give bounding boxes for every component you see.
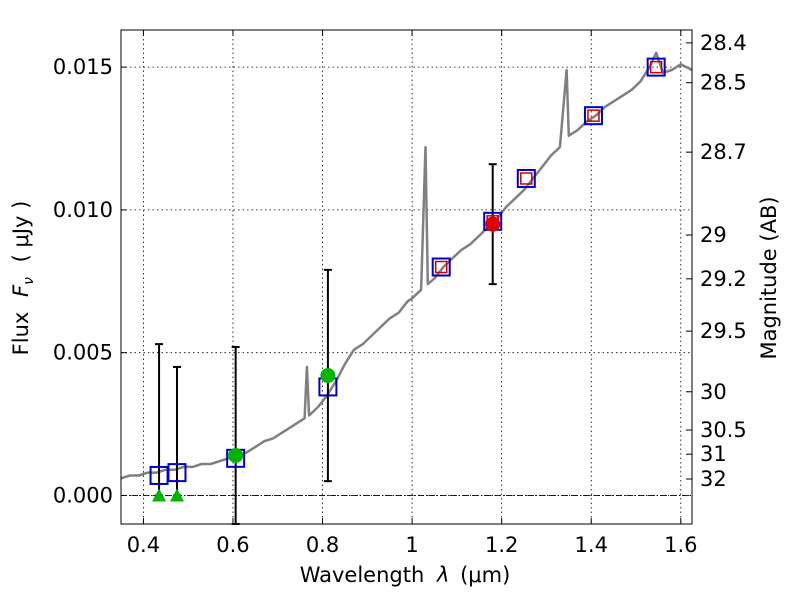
y-axis-title-unit: ( μJy ) [9,201,33,263]
photometry-point [228,447,244,463]
photometry-point [320,368,336,384]
model-box [646,57,666,77]
mag-tick-label: 31 [700,442,727,466]
model-box [167,463,187,483]
y-axis-title-subscript: ν [21,277,37,285]
model-box-inner [587,109,600,122]
photometry-points [152,216,501,502]
x-tick-label: 0.4 [127,533,160,557]
y2-axis-title: Magnitude (AB) [757,196,781,359]
model-boxes [149,57,666,485]
mag-tick-label: 28.5 [700,71,747,95]
y-axis-title-prefix: Flux [9,312,33,356]
x-tick-label: 1.2 [485,533,518,557]
mag-tick-label: 30 [700,380,727,404]
upper-limit-triangle [152,488,167,502]
x-tick-label: 1 [405,533,418,557]
x-tick-label: 0.6 [216,533,249,557]
mag-tick-label: 28.7 [700,140,747,164]
y-tick-label: 0.010 [53,198,113,222]
x-tick-label: 1.4 [575,533,608,557]
x-tick-label: 1.6 [664,533,697,557]
mag-tick-label: 29 [700,223,727,247]
mag-tick-label: 32 [700,467,727,491]
y-tick-label: 0.015 [53,55,113,79]
upper-limit-triangle [169,488,184,502]
x-axis-title: Wavelength λ (μm) [300,563,511,587]
grid [121,30,692,524]
x-tick-label: 0.8 [306,533,339,557]
model-box [583,106,603,126]
y-axis-title: Flux Fν ( μJy ) [9,201,38,356]
mag-tick-label: 29.2 [700,267,747,291]
model-box [431,257,451,277]
x-axis-title-unit: (μm) [460,563,510,587]
spectrum-line [120,51,693,480]
model-box-inner [649,60,663,74]
y-tick-label: 0.000 [53,483,113,507]
ticks: 0.4 0.6 0.8 1 1.2 1.4 1.6 0.000 0.005 0.010 0.015 2… [53,30,747,557]
model-box [516,168,536,188]
model-box-inner [434,260,448,274]
mag-tick-label: 28.4 [700,31,747,55]
mag-tick-label: 30.5 [700,418,747,442]
plot-frame [120,29,693,525]
photometry-point [485,216,501,232]
y-axis-title-symbol: F [9,284,33,297]
mag-tick-label: 29.5 [700,319,747,343]
model-box-inner [520,172,533,185]
x-axis-title-symbol: λ [436,563,449,587]
error-bars [155,163,497,525]
x-axis-title-prefix: Wavelength [300,563,425,587]
y-tick-label: 0.005 [53,341,113,365]
